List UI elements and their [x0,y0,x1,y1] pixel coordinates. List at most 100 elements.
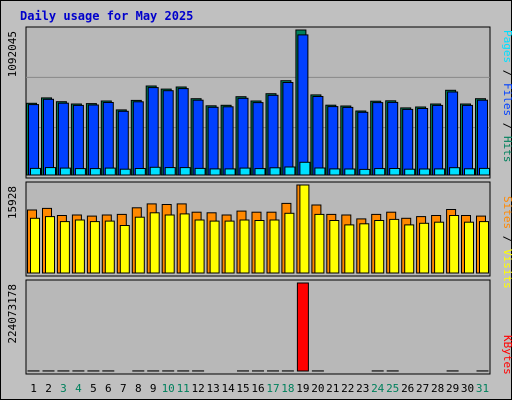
legend-pages: Pages [501,30,512,63]
bar-pages-day-3 [60,168,70,175]
bar-pages-day-29 [450,168,460,175]
bar-visits-day-20 [315,214,324,273]
bar-files-day-8 [133,102,143,175]
y-max-label: 224073178 [6,284,19,344]
legend-text: Sites / Visits [501,196,512,289]
bar-pages-day-4 [75,169,85,175]
bar-files-day-13 [208,107,218,175]
x-tick-day-22: 22 [341,382,354,395]
bar-visits-day-9 [150,213,159,273]
x-tick-day-30: 30 [461,382,474,395]
bar-pages-day-14 [225,169,235,175]
bar-visits-day-11 [180,214,189,273]
bar-files-day-2 [44,99,54,175]
x-tick-day-8: 8 [135,382,142,395]
legend-visits: Visits [501,249,512,289]
bar-pages-day-16 [255,169,265,175]
bar-visits-day-2 [46,217,55,273]
x-tick-day-16: 16 [251,382,264,395]
bar-pages-day-25 [390,169,400,176]
x-tick-day-12: 12 [191,382,204,395]
bar-visits-day-21 [330,221,339,274]
x-tick-day-7: 7 [120,382,127,395]
bar-files-day-20 [313,97,323,176]
bar-pages-day-13 [210,169,220,175]
bar-pages-day-8 [135,169,145,176]
x-tick-day-3: 3 [60,382,67,395]
bar-files-day-12 [193,100,203,175]
bar-visits-day-31 [480,222,489,273]
x-tick-day-15: 15 [236,382,249,395]
x-tick-day-19: 19 [296,382,309,395]
bar-kbytes-day-19 [297,283,308,371]
bar-visits-day-5 [90,222,99,273]
x-tick-day-9: 9 [150,382,157,395]
x-tick-day-1: 1 [30,382,37,395]
x-tick-day-14: 14 [221,382,235,395]
bar-files-day-19 [298,35,308,175]
bar-visits-day-24 [375,221,384,274]
bar-visits-day-27 [420,223,429,273]
x-tick-day-2: 2 [45,382,52,395]
x-tick-day-18: 18 [281,382,294,395]
bar-visits-day-25 [390,219,399,273]
bar-files-day-28 [433,105,443,175]
bar-pages-day-20 [315,168,325,175]
kbytes-panel: 224073178 [6,280,490,374]
bar-pages-day-27 [420,169,430,175]
bar-files-day-22 [343,107,353,175]
bar-pages-day-11 [180,168,190,175]
x-tick-day-17: 17 [266,382,279,395]
legend-kbytes: KBytes [501,335,512,375]
x-tick-day-6: 6 [105,382,112,395]
x-tick-day-4: 4 [75,382,82,395]
y-max-label: 1092045 [6,31,19,77]
y-max-label: 15928 [6,186,19,219]
bar-pages-day-18 [285,167,295,175]
bar-pages-day-12 [195,168,205,175]
bar-files-day-14 [223,107,233,175]
x-tick-day-27: 27 [416,382,429,395]
bar-visits-day-28 [435,222,444,273]
legend-hits: Hits [501,136,512,163]
bar-pages-day-6 [105,168,115,175]
bar-visits-day-30 [465,222,474,273]
plot-area [26,280,490,374]
bar-files-day-30 [463,105,473,175]
sites-visits-panel: 15928 [6,182,490,276]
x-tick-day-31: 31 [476,382,489,395]
bar-files-day-1 [29,105,39,175]
bar-files-day-15 [238,98,248,175]
bar-visits-day-29 [450,216,459,274]
bar-visits-day-22 [345,225,354,273]
x-tick-day-11: 11 [177,382,190,395]
x-tick-day-10: 10 [162,382,175,395]
bar-visits-day-7 [120,226,129,274]
bar-visits-day-17 [270,220,279,273]
bar-visits-day-13 [210,221,219,273]
x-tick-day-28: 28 [431,382,444,395]
legend-separator: / [501,229,512,249]
bar-pages-day-17 [270,168,280,175]
bar-files-day-11 [178,89,188,175]
x-tick-day-23: 23 [356,382,369,395]
bar-files-day-29 [448,92,458,175]
bar-files-day-4 [73,105,83,175]
legend-separator: / [501,63,512,83]
bar-files-day-9 [148,88,158,175]
bar-files-day-27 [418,109,428,176]
chart-title: Daily usage for May 2025 [20,9,193,23]
bar-visits-day-8 [135,217,144,273]
legend-kbytes: KBytes [501,335,512,375]
bar-pages-day-2 [46,168,56,175]
bar-visits-day-26 [405,225,414,273]
bar-visits-day-23 [360,224,369,273]
bar-visits-day-6 [105,221,114,273]
legend-files: Files [501,83,512,116]
x-tick-day-13: 13 [206,382,219,395]
bar-visits-day-3 [60,222,69,273]
bar-visits-day-19 [300,185,309,273]
bar-pages-day-30 [465,169,475,175]
